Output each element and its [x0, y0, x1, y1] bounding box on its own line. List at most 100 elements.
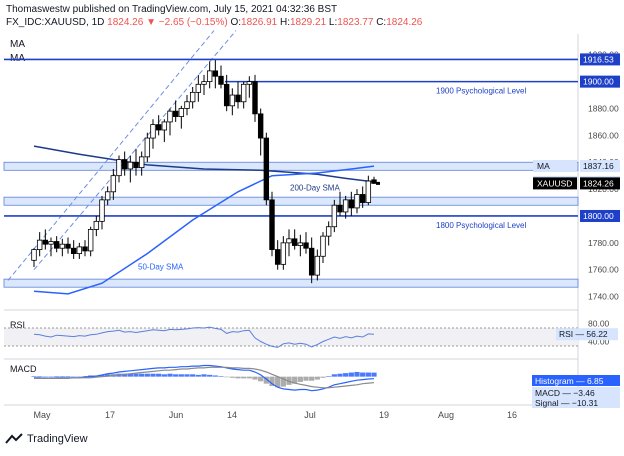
macd-histogram-bar [150, 373, 156, 377]
price-tag-name: XAUUSD [537, 178, 572, 188]
macd-histogram-bar [105, 374, 111, 377]
macd-histogram-bar [59, 376, 65, 377]
price-tag-name: MA [537, 161, 550, 171]
macd-histogram-bar [133, 373, 139, 377]
candle-body [93, 220, 100, 230]
ma-legend-1[interactable]: MA [10, 39, 25, 50]
ma-legend-2[interactable]: MA [10, 53, 25, 64]
candle-body [201, 81, 207, 85]
support-zone [3, 278, 579, 288]
candle-body [184, 101, 190, 109]
price-tag-name-bg [533, 160, 577, 173]
macd-histogram-bar [48, 376, 54, 378]
publish-info: Thomaswestw published on TradingView.com… [6, 4, 338, 15]
candle-body [223, 83, 230, 107]
macd-histogram-bar [354, 371, 360, 377]
macd-histogram-bar [190, 374, 196, 377]
macd-histogram-bar [252, 376, 258, 380]
x-tick-label: 16 [507, 410, 517, 420]
macd-histogram-bar [42, 376, 48, 378]
candle-body [138, 156, 145, 169]
candle-body [206, 70, 213, 83]
candle-body [263, 137, 270, 201]
candle-body [348, 199, 355, 209]
macd-histogram-bar [371, 372, 377, 377]
tradingview-logo-icon [5, 433, 23, 444]
macd-histogram-bar [178, 374, 184, 377]
rsi-tick-label: 80.00 [588, 319, 610, 329]
candle-body [36, 239, 43, 250]
macd-histogram-bar [82, 376, 88, 377]
macd-histogram-bar [337, 373, 343, 377]
macd-histogram-bar [343, 373, 349, 377]
price-tick-label: 1740.00 [588, 292, 619, 302]
macd-histogram-bar [156, 373, 162, 377]
candle-body [365, 180, 372, 203]
macd-signal-tag: Signal — −10.31 [535, 398, 598, 408]
macd-histogram-bar [263, 376, 269, 384]
candle-body [127, 161, 134, 170]
candle-body [65, 243, 71, 249]
candle-body [269, 199, 275, 250]
price-tick-label: 1780.00 [588, 238, 619, 248]
candle-body [325, 226, 332, 237]
close-label: C: [376, 17, 387, 28]
candle-body [297, 242, 304, 246]
candle-body [99, 199, 105, 222]
candle-body [303, 242, 309, 249]
candle-body [235, 94, 241, 103]
x-tick-label: 17 [105, 410, 115, 420]
symbol-name: FX_IDC:XAUUSD, 1D [6, 17, 105, 28]
macd-histogram-bar [241, 376, 247, 379]
tradingview-logo: TradingView [5, 433, 88, 445]
macd-histogram-tag-bg [532, 375, 620, 386]
candle-body [172, 110, 179, 117]
candle-body [274, 249, 281, 265]
candle-body [308, 247, 315, 276]
sma-200-label: 200-Day SMA [290, 183, 340, 192]
candle-body [87, 229, 94, 252]
candle-body [82, 246, 88, 252]
macd-value-tag: MACD — −3.46 [535, 388, 595, 398]
candle-body [53, 241, 60, 249]
macd-histogram-bar [235, 376, 241, 379]
low-label: L: [328, 17, 338, 28]
candle-body [286, 238, 292, 244]
candle-body [110, 175, 117, 193]
macd-histogram-bar [331, 374, 337, 377]
moving-average-line [33, 145, 375, 183]
macd-histogram-bar [297, 376, 303, 382]
candle-body [48, 241, 54, 245]
candle-body [167, 110, 173, 123]
price-tag-bg [580, 53, 620, 66]
candle-body [246, 81, 253, 85]
macd-histogram-bar [71, 376, 77, 378]
macd-histogram-bar [207, 374, 213, 377]
x-tick-label: Aug [438, 410, 454, 420]
rsi-pane-label: RSI [10, 320, 25, 330]
price-tag-value: 1916.53 [583, 54, 614, 64]
price-tag-name-bg [533, 177, 577, 190]
price-tag-bg [580, 177, 620, 190]
x-tick-label: Jul [304, 410, 316, 420]
macd-pane-label: MACD [10, 364, 37, 374]
support-zone [3, 161, 579, 171]
candle-body [150, 124, 156, 139]
candle-body [342, 199, 349, 213]
macd-histogram-bar [173, 374, 179, 377]
macd-histogram-bar [76, 376, 82, 378]
price-tag-value: 1900.00 [583, 77, 614, 87]
macd-histogram-bar [224, 376, 230, 378]
change-down-icon: ▼ [146, 17, 156, 28]
macd-signal-tag-bg [532, 397, 620, 408]
open-label: O: [230, 17, 242, 28]
candle-body [76, 246, 83, 254]
sma-50-label: 50-Day SMA [138, 263, 184, 272]
candle-body [144, 137, 151, 158]
macd-histogram-bar [161, 374, 167, 377]
candle-body [354, 194, 360, 209]
x-tick-label: 14 [227, 410, 237, 420]
macd-signal-line [34, 366, 375, 389]
candle-body [133, 161, 139, 169]
